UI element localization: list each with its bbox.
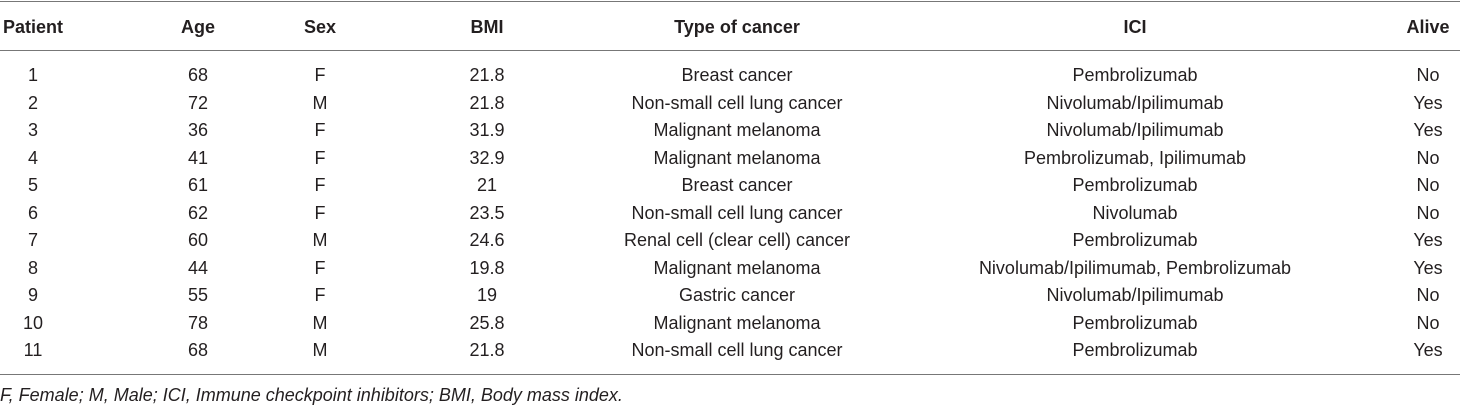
table-cell: 55 xyxy=(187,285,209,305)
table-cell: F xyxy=(314,285,326,305)
table-cell: 6 xyxy=(27,202,39,223)
table-cell: 62 xyxy=(187,202,209,223)
table-cell: 5 xyxy=(27,175,39,195)
table-cell: No xyxy=(1416,202,1440,223)
table-cell: F xyxy=(314,202,326,223)
table-cell: M xyxy=(312,340,328,360)
table-cell: 41 xyxy=(187,147,209,168)
table-cell: Nivolumab xyxy=(1092,202,1178,223)
column-header: Sex xyxy=(303,17,337,37)
table-cell: 60 xyxy=(187,230,209,250)
table-cell: 7 xyxy=(27,230,39,250)
table-cell: No xyxy=(1416,285,1440,305)
table-cell: 11 xyxy=(23,340,43,360)
top-rule xyxy=(0,1,1460,2)
table-cell: M xyxy=(312,312,328,333)
table-cell: Breast cancer xyxy=(681,175,793,195)
column-header: Age xyxy=(180,17,216,37)
column-header: Type of cancer xyxy=(674,17,800,37)
table-cell: 2 xyxy=(27,92,39,113)
table-cell: Nivolumab/Ipilimumab, Pembrolizumab xyxy=(978,257,1292,278)
table-cell: 21 xyxy=(476,175,498,195)
table-cell: Pembrolizumab, Ipilimumab xyxy=(1023,147,1247,168)
table-cell: 3 xyxy=(27,120,39,140)
table-cell: F xyxy=(314,65,326,85)
table-cell: Malignant melanoma xyxy=(653,312,821,333)
table-cell: No xyxy=(1416,65,1440,85)
table-cell: Yes xyxy=(1413,257,1443,278)
table-cell: 21.8 xyxy=(469,92,505,113)
table-cell: 78 xyxy=(187,312,209,333)
table-cell: M xyxy=(312,230,328,250)
table-cell: Non-small cell lung cancer xyxy=(631,202,843,223)
table-cell: 25.8 xyxy=(469,312,505,333)
table-cell: 44 xyxy=(187,257,209,278)
table-cell: No xyxy=(1416,147,1440,168)
table-cell: Non-small cell lung cancer xyxy=(631,92,843,113)
column-header: ICI xyxy=(1123,17,1147,37)
table-cell: Breast cancer xyxy=(681,65,793,85)
table-cell: 36 xyxy=(187,120,209,140)
table-cell: M xyxy=(312,92,328,113)
table-cell: 31.9 xyxy=(469,120,505,140)
table-cell: 8 xyxy=(27,257,39,278)
table-cell: 1 xyxy=(27,65,39,85)
table-cell: Pembrolizumab xyxy=(1072,175,1198,195)
footnote: F, Female; M, Male; ICI, Immune checkpoi… xyxy=(0,385,623,405)
table-cell: 19 xyxy=(476,285,498,305)
table-cell: 68 xyxy=(187,340,209,360)
table-cell: Pembrolizumab xyxy=(1072,340,1198,360)
table-cell: Nivolumab/Ipilimumab xyxy=(1046,285,1224,305)
table-cell: Non-small cell lung cancer xyxy=(631,340,843,360)
table-cell: Malignant melanoma xyxy=(653,120,821,140)
table-cell: 68 xyxy=(187,65,209,85)
table-cell: Malignant melanoma xyxy=(653,147,821,168)
table-cell: No xyxy=(1416,312,1440,333)
table-cell: 21.8 xyxy=(469,340,505,360)
table-cell: Pembrolizumab xyxy=(1072,230,1198,250)
table-cell: F xyxy=(314,120,326,140)
table-cell: Malignant melanoma xyxy=(653,257,821,278)
table-cell: Gastric cancer xyxy=(678,285,796,305)
table-cell: 32.9 xyxy=(469,147,505,168)
table-cell: 10 xyxy=(22,312,44,333)
table-cell: 19.8 xyxy=(469,257,505,278)
table-cell: 24.6 xyxy=(469,230,505,250)
table-cell: 4 xyxy=(27,147,39,168)
column-header: Patient xyxy=(2,17,64,37)
table-cell: Yes xyxy=(1413,92,1443,113)
table-cell: F xyxy=(314,257,326,278)
table-cell: 72 xyxy=(187,92,209,113)
table-cell: Yes xyxy=(1413,120,1443,140)
column-header: Alive xyxy=(1406,17,1450,37)
bottom-rule xyxy=(0,374,1460,375)
table-cell: F xyxy=(314,147,326,168)
table-cell: F xyxy=(314,175,326,195)
table-cell: Yes xyxy=(1413,230,1443,250)
header-rule xyxy=(0,50,1460,51)
table-cell: 21.8 xyxy=(469,65,505,85)
table-cell: Yes xyxy=(1413,340,1443,360)
column-header: BMI xyxy=(470,17,504,37)
table-cell: Nivolumab/Ipilimumab xyxy=(1046,92,1224,113)
table-cell: 61 xyxy=(187,175,209,195)
table-cell: Pembrolizumab xyxy=(1072,65,1198,85)
table-cell: Pembrolizumab xyxy=(1072,312,1198,333)
table-cell: No xyxy=(1416,175,1440,195)
table-cell: Renal cell (clear cell) cancer xyxy=(623,230,851,250)
table-cell: 9 xyxy=(27,285,39,305)
table-cell: Nivolumab/Ipilimumab xyxy=(1046,120,1224,140)
table-cell: 23.5 xyxy=(469,202,505,223)
